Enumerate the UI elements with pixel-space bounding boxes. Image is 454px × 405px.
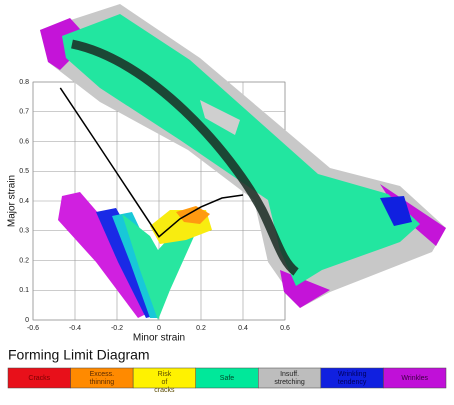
legend-label: Excess. thinning — [90, 371, 115, 386]
forming-limit-curve — [59, 87, 244, 238]
legend-label: Risk of cracks — [154, 371, 175, 394]
legend-label-line: of — [162, 379, 168, 386]
legend-label: Insuff. stretching — [274, 371, 304, 386]
cloud-excess — [176, 206, 210, 224]
part-stripe — [71, 39, 299, 276]
legend-label-line: tendency — [338, 379, 367, 386]
legend-label-line: Excess. — [90, 371, 115, 378]
scatter-clouds — [58, 192, 212, 320]
legend-swatch — [383, 367, 447, 389]
legend-label: Cracks — [28, 375, 50, 382]
legend-label-line: thinning — [90, 379, 115, 386]
lines — [59, 87, 244, 238]
part-wrinkles — [280, 270, 330, 308]
y-tick-label: 0.3 — [19, 228, 29, 235]
legend-label: Wrinkling tendency — [338, 371, 367, 386]
y-tick-label: 0.6 — [19, 138, 29, 145]
formed-part — [40, 4, 446, 308]
x-tick-label: 0.2 — [196, 325, 206, 332]
y-tick-label: 0.8 — [19, 79, 29, 86]
legend-label-line: Risk — [158, 371, 172, 378]
y-tick-label: 0.1 — [19, 287, 29, 294]
y-axis-label: Major strain — [7, 175, 18, 227]
y-tick-label: 0.5 — [19, 168, 29, 175]
x-tick-label: -0.6 — [27, 325, 39, 332]
part-gray — [200, 100, 240, 135]
y-tick-label: 0.2 — [19, 257, 29, 264]
chart-title: Forming Limit Diagram — [8, 347, 150, 363]
x-tick-label: -0.4 — [69, 325, 81, 332]
y-tick-label: 0.7 — [19, 109, 29, 116]
cloud-wrinkles — [58, 192, 150, 318]
legend-label-line: Wrinkling — [338, 371, 367, 378]
part-blue — [380, 196, 412, 226]
cloud-safe-cyan — [112, 212, 158, 318]
x-tick-label: -0.2 — [111, 325, 123, 332]
y-tick-label: 0.4 — [19, 198, 29, 205]
x-tick-label: 0.4 — [238, 325, 248, 332]
x-tick-label: 0 — [157, 325, 161, 332]
x-axis-label: Minor strain — [133, 333, 185, 344]
legend-label: Wrinkles — [401, 375, 428, 382]
y-tick-label: 0 — [25, 317, 29, 324]
legend: Cracks Excess. thinning Risk of cracks Safe Ins… — [7, 367, 447, 394]
cloud-wrinkling-tendency — [96, 208, 154, 318]
legend-label-line: cracks — [154, 387, 175, 394]
legend-label-line: Insuff. — [280, 371, 299, 378]
legend-label: Safe — [220, 375, 235, 382]
legend-label-line: stretching — [274, 379, 304, 386]
x-tick-label: 0.6 — [280, 325, 290, 332]
